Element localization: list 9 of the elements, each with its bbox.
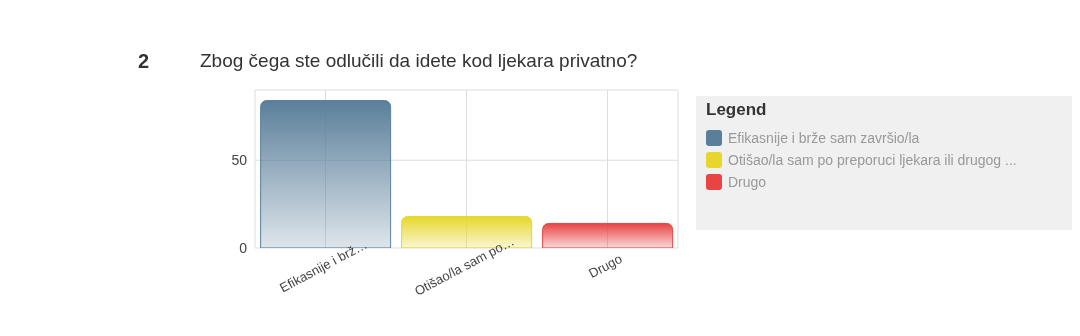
y-tick-label: 0	[239, 239, 248, 256]
text: 2	[138, 50, 150, 73]
chart-title: Zbog čega ste odlučili da idete kod ljekara privatno?	[200, 50, 638, 72]
legend-title: Legend	[706, 100, 768, 120]
y-tick-label: 50	[231, 152, 248, 169]
x-tick-label: Drugo	[586, 251, 625, 281]
legend-label: Efikasnije i brže sam završio/la	[727, 130, 921, 146]
legend-label: Drugo	[727, 174, 768, 190]
legend-label: Otišao/la sam po preporuci ljekara ili drugog ...	[727, 152, 1018, 168]
